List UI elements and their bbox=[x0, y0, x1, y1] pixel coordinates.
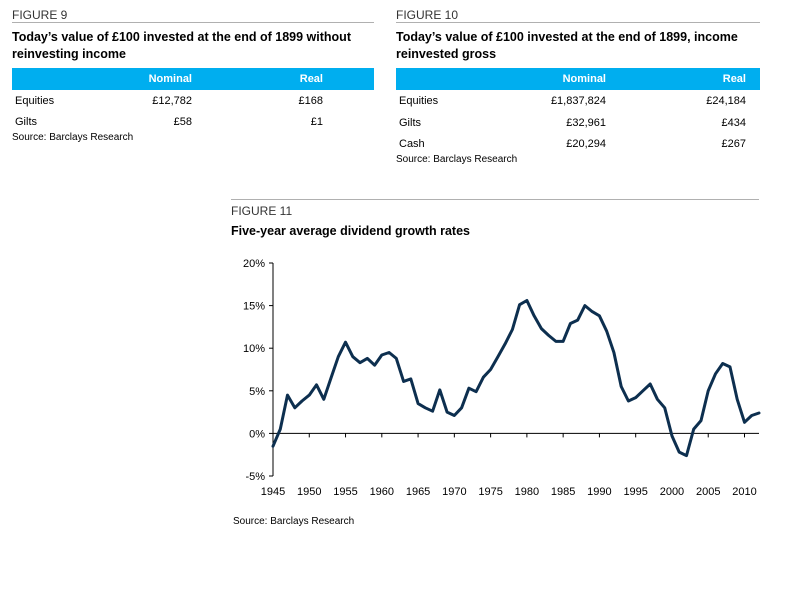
y-tick-label: 15% bbox=[243, 301, 265, 313]
figure-10-title: Today’s value of £100 invested at the en… bbox=[396, 30, 738, 61]
header-real: Real bbox=[299, 73, 323, 85]
row-nominal: £12,782 bbox=[152, 95, 192, 107]
table-row: Cash £20,294 £267 bbox=[396, 134, 760, 154]
row-label: Gilts bbox=[15, 116, 37, 128]
row-nominal: £1,837,824 bbox=[550, 95, 606, 107]
x-tick-label: 1980 bbox=[515, 486, 539, 498]
figure-11-number: FIGURE 11 bbox=[231, 204, 293, 218]
figure-11-top-rule bbox=[231, 199, 759, 200]
x-tick-label: 1965 bbox=[406, 486, 430, 498]
row-real: £267 bbox=[721, 138, 746, 150]
figure-10-rule bbox=[396, 22, 760, 23]
dividend-growth-chart: -5% 0% 5% 10% 15% 20% 1945 1950 1955 1960 1965 197… bbox=[243, 258, 761, 498]
x-tick-label: 1985 bbox=[551, 486, 575, 498]
y-tick-label: 0% bbox=[249, 428, 265, 440]
figure-9-table-header: Nominal Real bbox=[12, 68, 374, 90]
table-row: Gilts £58 £1 bbox=[12, 112, 374, 132]
x-tick-label: 1945 bbox=[261, 486, 285, 498]
row-label: Gilts bbox=[399, 117, 421, 129]
x-tick-label: 1970 bbox=[442, 486, 466, 498]
x-tick-label: 1950 bbox=[297, 486, 321, 498]
table-row: Equities £1,837,824 £24,184 bbox=[396, 90, 760, 112]
figure-9-number: FIGURE 9 bbox=[12, 8, 68, 22]
figure-11-title: Five-year average dividend growth rates bbox=[231, 224, 470, 238]
plot-area bbox=[271, 299, 761, 458]
row-nominal: £32,961 bbox=[566, 117, 606, 129]
header-nominal: Nominal bbox=[562, 73, 606, 85]
figure-9-rule bbox=[12, 22, 374, 23]
table-row: Equities £12,782 £168 bbox=[12, 90, 374, 112]
header-nominal: Nominal bbox=[148, 73, 192, 85]
figure-10-number: FIGURE 10 bbox=[396, 8, 459, 22]
y-tick-label: 10% bbox=[243, 343, 265, 355]
x-tick-label: 2005 bbox=[696, 486, 720, 498]
table-row: Gilts £32,961 £434 bbox=[396, 112, 760, 134]
x-tick-label: 2010 bbox=[732, 486, 756, 498]
row-label: Equities bbox=[399, 95, 439, 107]
row-real: £1 bbox=[310, 116, 323, 128]
x-tick-label: 1960 bbox=[370, 486, 394, 498]
y-tick-label: 5% bbox=[249, 386, 265, 398]
x-tick-label: 1975 bbox=[478, 486, 502, 498]
x-axis: 1945 1950 1955 1960 1965 1970 1975 1980 1985 1990… bbox=[261, 432, 759, 498]
figure-10-source: Source: Barclays Research bbox=[396, 154, 518, 165]
figure-11-source: Source: Barclays Research bbox=[233, 516, 355, 527]
figure-9-source: Source: Barclays Research bbox=[12, 132, 134, 143]
header-real: Real bbox=[722, 73, 746, 85]
y-tick-label: 20% bbox=[243, 258, 265, 270]
row-label: Cash bbox=[399, 138, 425, 150]
figure-10: FIGURE 10 Today’s value of £100 invested… bbox=[396, 8, 760, 165]
series-line bbox=[271, 299, 761, 458]
figure-10-table-header: Nominal Real bbox=[396, 68, 760, 90]
figure-9: FIGURE 9 Today’s value of £100 invested … bbox=[12, 8, 374, 143]
x-tick-label: 2000 bbox=[660, 486, 684, 498]
figure-9-title: Today’s value of £100 invested at the en… bbox=[12, 30, 351, 61]
x-tick-label: 1955 bbox=[333, 486, 357, 498]
row-real: £24,184 bbox=[706, 95, 746, 107]
figure-11: FIGURE 11 Five-year average dividend gro… bbox=[231, 199, 759, 245]
row-nominal: £20,294 bbox=[566, 138, 606, 150]
row-label: Equities bbox=[15, 95, 55, 107]
x-tick-label: 1995 bbox=[623, 486, 647, 498]
y-axis: -5% 0% 5% 10% 15% 20% bbox=[243, 258, 274, 483]
row-real: £168 bbox=[298, 95, 323, 107]
y-tick-label: -5% bbox=[245, 471, 265, 483]
x-tick-label: 1990 bbox=[587, 486, 611, 498]
row-real: £434 bbox=[721, 117, 746, 129]
row-nominal: £58 bbox=[173, 116, 192, 128]
